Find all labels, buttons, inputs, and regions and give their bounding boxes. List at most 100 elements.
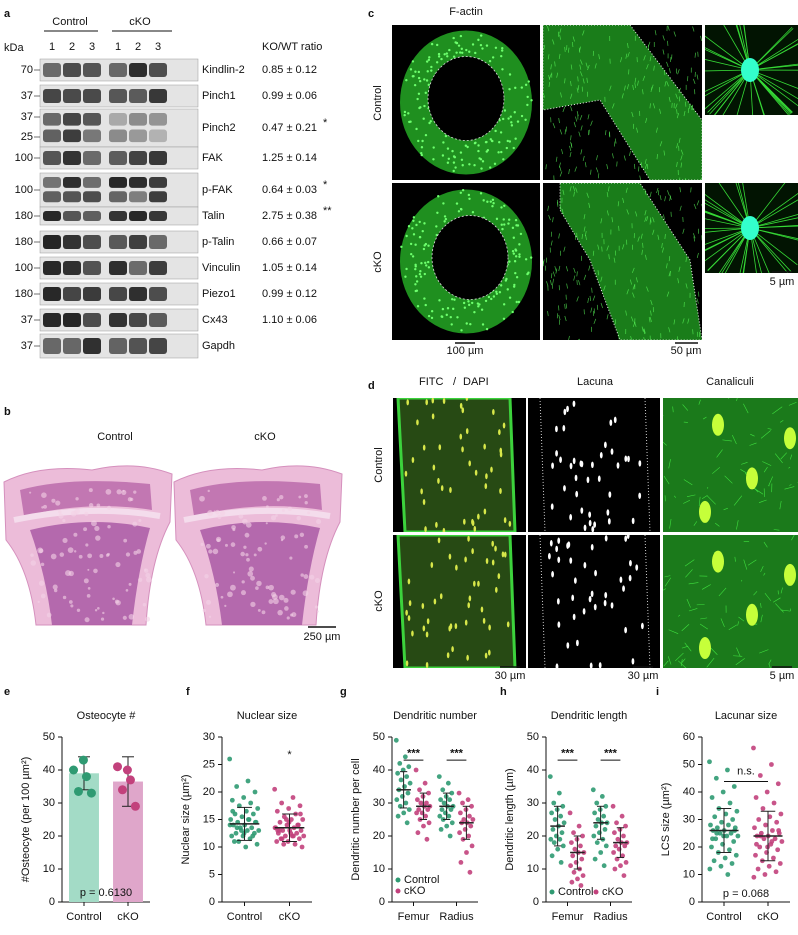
tissue-texture: [145, 576, 152, 583]
annotation: ***: [450, 747, 464, 759]
data-point: [457, 830, 462, 836]
lane-label: 1: [115, 41, 121, 53]
cell: [486, 200, 489, 203]
lane-label: 2: [69, 41, 75, 53]
lacuna: [624, 455, 628, 462]
cell: [448, 48, 451, 52]
actin-fiber: [590, 307, 593, 313]
tissue-texture: [94, 525, 100, 532]
actin-fiber: [548, 215, 551, 221]
actin-fiber: [632, 292, 635, 298]
data-point: [766, 863, 772, 869]
data-point: [295, 822, 301, 828]
blot-band: [129, 338, 147, 354]
cell: [530, 99, 533, 102]
lacuna: [590, 544, 594, 551]
nucleus: [448, 553, 452, 560]
actin-fiber: [572, 36, 575, 42]
canaliculus: [664, 575, 671, 578]
canaliculus: [688, 608, 698, 612]
actin-fiber: [547, 205, 549, 211]
ratio-value: 0.64 ± 0.03: [262, 184, 317, 196]
tissue-texture: [205, 543, 211, 549]
ratio-value: 0.85 ± 0.12: [262, 64, 317, 76]
data-point: [395, 813, 401, 819]
data-point: [458, 860, 464, 865]
cell: [514, 86, 517, 90]
panel-label: h: [500, 686, 507, 698]
data-point: [548, 836, 554, 842]
data-point: [599, 794, 605, 799]
cell: [468, 50, 471, 53]
actin-fiber: [641, 326, 644, 332]
actin-fiber: [622, 197, 625, 204]
cell: [500, 49, 504, 52]
cell: [425, 79, 429, 82]
data-point: [292, 841, 298, 847]
y-axis-label: Dendritic length (µm): [504, 768, 516, 870]
cell: [440, 57, 443, 61]
lacuna: [586, 476, 590, 484]
tissue-texture: [217, 514, 222, 520]
row-label: cKO: [373, 590, 385, 612]
blot-band: [109, 129, 127, 143]
data-point: [611, 830, 617, 836]
cell: [494, 46, 498, 49]
actin-fiber: [625, 53, 628, 59]
canaliculus: [681, 658, 686, 663]
dendrite: [705, 59, 751, 71]
lacuna: [576, 639, 579, 647]
lacuna: [563, 485, 566, 492]
nucleus: [492, 409, 495, 416]
canaliculus: [763, 466, 768, 473]
cell: [446, 147, 450, 150]
significance: **: [323, 205, 332, 217]
blot-band: [149, 151, 167, 165]
actin-fiber: [586, 77, 588, 83]
actin-fiber: [635, 211, 638, 217]
cell: [485, 150, 488, 153]
actin-fiber: [554, 266, 557, 272]
marker-label: 37: [21, 314, 33, 326]
actin-fiber: [641, 249, 643, 255]
tissue-texture: [208, 615, 212, 618]
canaliculus: [740, 469, 748, 474]
data-point: [243, 844, 249, 850]
data-point: [575, 876, 580, 882]
lacuna: [566, 642, 570, 649]
nucleus: [416, 419, 419, 426]
tissue-texture: [133, 490, 137, 494]
actin-fiber: [593, 318, 597, 325]
actin-fiber: [684, 178, 687, 180]
annotation: ***: [561, 747, 575, 759]
tissue-texture: [268, 584, 274, 591]
actin-fiber: [659, 141, 663, 147]
actin-fiber: [630, 279, 632, 285]
actin-fiber: [649, 103, 651, 109]
lacuna: [583, 562, 587, 569]
nucleus: [498, 429, 501, 436]
annotation: n.s.: [737, 766, 755, 778]
cell: [520, 114, 524, 118]
tissue-texture: [100, 617, 105, 621]
cell: [508, 87, 511, 91]
data-point: [426, 790, 431, 796]
actin-fiber: [606, 192, 609, 198]
chart-title: Lacunar size: [715, 710, 777, 722]
tissue-texture: [52, 584, 58, 590]
actin-fiber: [589, 295, 592, 302]
actin-fiber: [650, 86, 653, 93]
nucleus: [464, 619, 468, 626]
data-point: [236, 839, 242, 844]
cell: [491, 139, 494, 143]
lacuna: [603, 441, 607, 449]
cell: [409, 120, 412, 123]
lacuna: [572, 457, 576, 465]
lacuna: [606, 509, 610, 516]
data-point: [710, 836, 715, 842]
tissue-texture: [303, 574, 309, 579]
actin-fiber: [696, 74, 699, 80]
tissue-texture: [262, 496, 267, 501]
data-point: [234, 825, 240, 831]
